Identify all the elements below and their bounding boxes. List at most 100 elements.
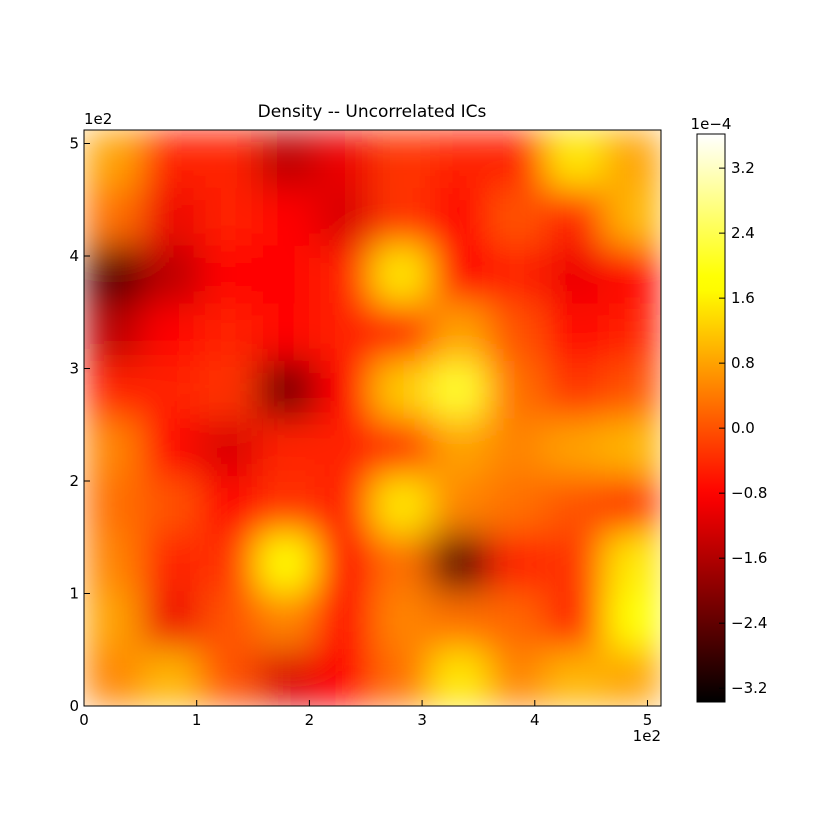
density-cell — [545, 187, 604, 246]
density-cell — [199, 648, 258, 706]
density-cell — [603, 360, 661, 419]
density-cell — [141, 590, 200, 649]
density-cell — [487, 130, 547, 189]
density-cell — [603, 648, 661, 706]
density-cell — [257, 187, 316, 246]
density-cell — [372, 302, 431, 361]
density-cell — [141, 648, 200, 706]
y-tick-label: 4 — [69, 247, 79, 265]
density-cell — [84, 245, 143, 304]
density-cell — [372, 533, 431, 592]
density-cell — [84, 533, 143, 592]
density-cell — [257, 590, 316, 649]
density-cell — [199, 130, 258, 189]
x-tick-label: 3 — [417, 711, 427, 729]
density-cell — [314, 590, 373, 649]
density-cell — [199, 245, 258, 304]
density-cell — [545, 130, 604, 189]
density-cell — [314, 245, 373, 304]
density-cell — [314, 475, 373, 534]
density-cell — [487, 187, 547, 246]
density-cell — [199, 187, 258, 246]
density-cell — [199, 475, 258, 534]
density-cell — [141, 360, 200, 419]
density-cell — [487, 648, 547, 706]
density-cell — [257, 130, 316, 189]
density-cell — [545, 475, 604, 534]
density-cell — [141, 418, 200, 477]
density-cell — [545, 648, 604, 706]
x-tick-label: 2 — [305, 711, 315, 729]
density-field — [84, 130, 661, 706]
density-cell — [372, 590, 431, 649]
density-cell — [487, 302, 547, 361]
density-cell — [545, 533, 604, 592]
density-cell — [257, 302, 316, 361]
density-cell — [487, 475, 547, 534]
density-cell — [487, 418, 547, 477]
density-cell — [430, 418, 489, 477]
density-cell — [141, 533, 200, 592]
density-cell — [430, 360, 489, 419]
density-cells — [84, 130, 661, 706]
density-cell — [314, 302, 373, 361]
density-cell — [84, 648, 143, 706]
colorbar-tick-label: −3.2 — [731, 679, 767, 697]
density-cell — [199, 360, 258, 419]
density-cell — [603, 245, 661, 304]
plot-frame — [83, 129, 662, 707]
density-cell — [603, 187, 661, 246]
density-cell — [141, 245, 200, 304]
density-cell — [430, 590, 489, 649]
colorbar-tick-label: −0.8 — [731, 484, 767, 502]
density-cell — [141, 302, 200, 361]
density-cell — [257, 360, 316, 419]
density-cell — [257, 648, 316, 706]
density-cell — [199, 590, 258, 649]
density-cell — [430, 533, 489, 592]
colorbar-tick-label: 2.4 — [731, 224, 755, 242]
density-cell — [84, 418, 143, 477]
density-cell — [430, 648, 489, 706]
density-cell — [487, 245, 547, 304]
density-cell — [314, 360, 373, 419]
y-tick-label: 0 — [69, 697, 79, 715]
density-cell — [545, 302, 604, 361]
density-cell — [545, 590, 604, 649]
density-cell — [372, 130, 431, 189]
density-cell — [314, 418, 373, 477]
colorbar-tick-label: −1.6 — [731, 549, 767, 567]
colorbar-tick-label: −2.4 — [731, 614, 767, 632]
density-cell — [372, 648, 431, 706]
y-tick-label: 2 — [69, 472, 79, 490]
x-tick-label: 1 — [192, 711, 202, 729]
colorbar-tick-label: 0.0 — [731, 419, 755, 437]
density-cell — [257, 418, 316, 477]
density-cell — [314, 187, 373, 246]
density-cell — [487, 590, 547, 649]
density-cell — [603, 418, 661, 477]
density-cell — [84, 130, 143, 189]
density-cell — [84, 302, 143, 361]
density-cell — [372, 475, 431, 534]
density-cell — [430, 302, 489, 361]
colorbar — [696, 133, 726, 703]
density-cell — [603, 475, 661, 534]
x-offset-label: 1e2 — [633, 727, 661, 745]
colorbar-offset-label: 1e−4 — [691, 115, 732, 133]
density-cell — [199, 302, 258, 361]
density-cell — [545, 418, 604, 477]
density-cell — [314, 533, 373, 592]
density-cell — [84, 475, 143, 534]
x-tick-label: 0 — [79, 711, 89, 729]
density-cell — [257, 533, 316, 592]
density-cell — [372, 360, 431, 419]
density-cell — [257, 475, 316, 534]
density-cell — [430, 245, 489, 304]
x-tick-label: 4 — [530, 711, 540, 729]
density-cell — [141, 187, 200, 246]
density-cell — [545, 360, 604, 419]
density-cell — [603, 130, 661, 189]
density-cell — [545, 245, 604, 304]
